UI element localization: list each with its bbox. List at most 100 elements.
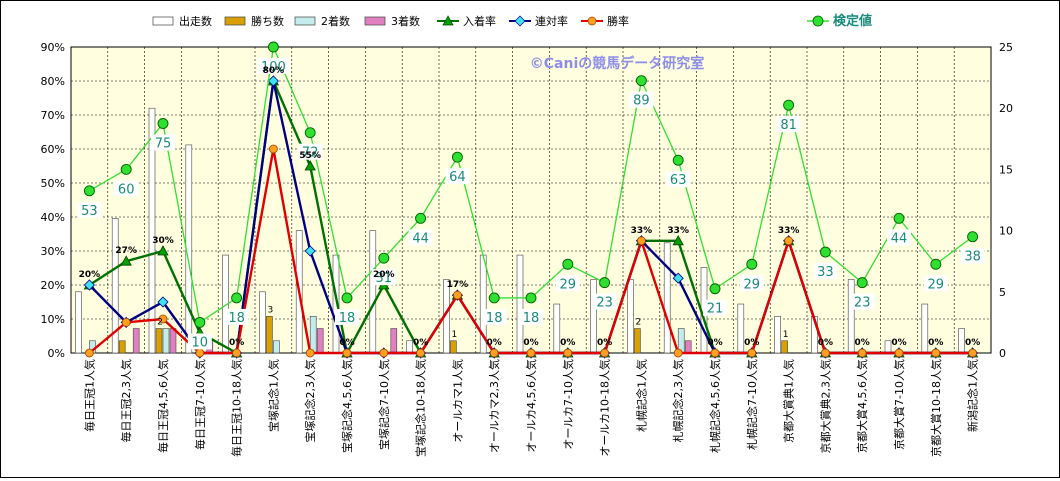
marker-検定値	[120, 163, 132, 175]
marker-検定値	[378, 252, 390, 264]
rate-label: 27%	[115, 246, 137, 256]
marker-勝率	[232, 348, 242, 358]
bar-出走数	[774, 315, 781, 354]
marker-勝率	[637, 236, 646, 246]
marker-検定値	[783, 99, 795, 111]
bar-3着数	[169, 328, 177, 354]
kentei-label: 38	[964, 250, 981, 265]
bar-3着数	[390, 328, 398, 354]
axes: 0%10%20%30%40%50%60%70%80%90%0510152025毎…	[41, 41, 1013, 457]
bar-出走数	[627, 279, 634, 354]
rate-label: 0%	[487, 338, 502, 348]
rate-label: 80%	[263, 66, 285, 76]
marker-勝率	[268, 144, 278, 154]
x-tick-label: オールカマ2,3人気	[487, 359, 501, 453]
bar-勝ち数	[634, 328, 641, 354]
bar-3着数	[316, 328, 324, 354]
x-tick-label: 京都大賞典1人気	[782, 359, 796, 443]
y-left-tick-label: 0%	[48, 347, 65, 360]
x-tick-label: 札幌記念7-10人気	[745, 359, 759, 450]
kentei-label: 18	[228, 311, 245, 326]
x-tick-label: オールカマ1人気	[450, 359, 464, 443]
kentei-label-bg	[408, 229, 433, 246]
x-tick-label: 札幌記念2,3人気	[671, 359, 685, 443]
win-count-label: 1	[783, 330, 789, 340]
kentei-label-bg	[703, 299, 727, 316]
marker-勝率	[342, 348, 352, 358]
x-tick-label: 札幌記念1人気	[634, 359, 648, 432]
marker-勝率	[968, 348, 977, 358]
bar-出走数	[590, 279, 597, 354]
kentei-label: 23	[596, 296, 613, 311]
rate-label: 0%	[891, 338, 906, 348]
marker-勝率	[121, 317, 131, 327]
marker-勝率	[305, 348, 315, 358]
kentei-label-bg	[482, 308, 507, 325]
win-count-label: 2	[636, 318, 642, 328]
marker-検定値	[304, 127, 316, 139]
bar-出走数	[847, 279, 855, 354]
watermark: ©Caniの競馬データ研究室	[530, 55, 705, 72]
marker-検定値	[157, 118, 169, 129]
y-left-tick-label: 60%	[41, 143, 65, 156]
bar-出走数	[958, 328, 965, 354]
kentei-label: 44	[891, 231, 908, 246]
y-left-tick-label: 20%	[41, 279, 65, 292]
marker-検定値	[746, 258, 758, 270]
kentei-label: 21	[707, 302, 724, 317]
marker-連対率	[672, 272, 684, 284]
kentei-label-bg	[371, 269, 396, 286]
marker-勝率	[821, 348, 830, 358]
kentei-label: 75	[155, 137, 172, 152]
kentei-label: 72	[302, 146, 319, 161]
kentei-label-bg	[960, 247, 985, 264]
rate-label: 0%	[855, 338, 870, 348]
kentei-label-bg	[776, 116, 801, 133]
marker-勝率	[526, 348, 536, 358]
bar-出走数	[553, 303, 561, 354]
marker-検定値	[525, 292, 537, 304]
bar-勝ち数	[781, 340, 788, 354]
marker-検定値	[231, 292, 243, 304]
bar-出走数	[75, 291, 82, 354]
x-tick-label: 京都大賞7-10人気	[892, 359, 906, 450]
kentei-label-bg	[519, 308, 543, 325]
kentei-label: 29	[928, 277, 945, 292]
x-tick-label: 宝塚記念2,3人気	[303, 359, 317, 443]
y-left-tick-label: 30%	[41, 245, 65, 258]
bar-2着数	[309, 315, 317, 354]
rate-label: 30%	[152, 236, 174, 246]
kentei-label-bg	[114, 180, 139, 197]
bar-出走数	[737, 303, 745, 354]
x-tick-label: 毎日王冠1人気	[82, 359, 96, 432]
bar-勝ち数	[155, 328, 163, 354]
y-right-tick-label: 20	[999, 102, 1013, 115]
legend-label: 入着率	[463, 14, 496, 28]
kentei-label-bg	[813, 263, 838, 280]
legend-label: 2着数	[321, 14, 350, 28]
rate-label: 17%	[447, 280, 469, 290]
y-right-tick-label: 25	[999, 41, 1013, 54]
marker-検定値	[672, 154, 684, 166]
y-left-tick-label: 50%	[41, 177, 65, 190]
kentei-label: 44	[412, 231, 429, 246]
kentei-label: 31	[376, 271, 393, 286]
kentei-label-bg	[887, 229, 911, 246]
legend-marker-連対率	[514, 15, 526, 27]
x-tick-label: 宝塚記念7-10人気	[377, 359, 391, 450]
bar-出走数	[884, 340, 892, 354]
marker-検定値	[341, 292, 353, 304]
y-right-tick-label: 0	[999, 347, 1006, 360]
bar-出走数	[663, 242, 671, 354]
marker-検定値	[819, 246, 831, 258]
kentei-label: 89	[633, 94, 650, 109]
legend-swatch-3着数	[364, 16, 386, 26]
y-right-tick-label: 5	[999, 286, 1006, 299]
rate-label: 0%	[523, 338, 538, 348]
kentei-label: 18	[523, 311, 540, 326]
marker-検定値	[893, 212, 905, 224]
rate-label: 20%	[373, 270, 395, 280]
